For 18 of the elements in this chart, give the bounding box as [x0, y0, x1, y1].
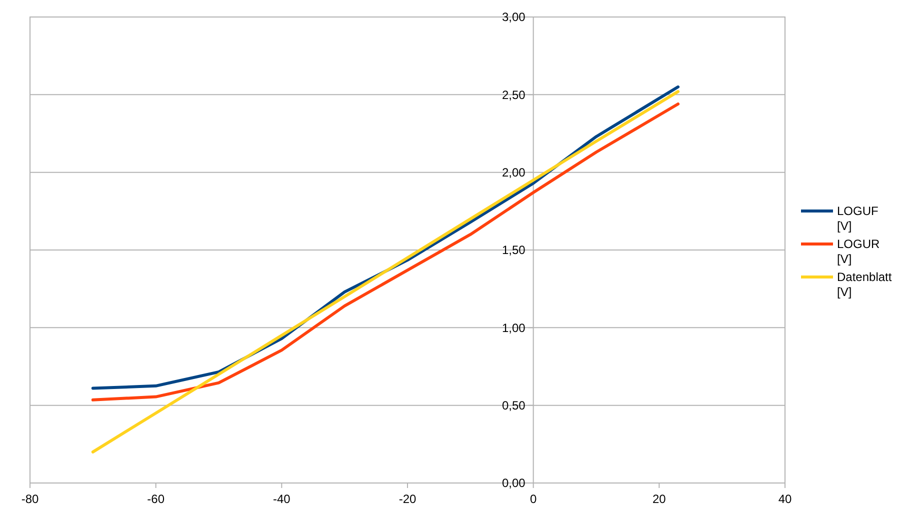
x-tick-label: 20 [652, 492, 666, 506]
x-tick-label: -80 [21, 492, 39, 506]
x-tick-label: -40 [272, 492, 291, 506]
legend-label: LOGUR [V] [837, 237, 880, 266]
x-tick-label: 40 [778, 492, 792, 506]
line-series [91, 90, 680, 454]
y-tick-label: 1,50 [502, 243, 526, 258]
x-tick-label: -20 [398, 492, 416, 506]
legend-label: LOGUF [V] [837, 204, 878, 233]
y-tick-label: 2,50 [502, 88, 526, 102]
y-tick-label: 0,00 [502, 476, 526, 490]
x-tick-label: -60 [147, 492, 165, 506]
y-tick-label: 2,00 [502, 166, 526, 180]
x-tick-label: 0 [530, 492, 537, 506]
y-tick-label: 3,00 [502, 10, 526, 24]
y-tick-label: 1,00 [502, 320, 526, 335]
legend-label: Datenblatt [V] [837, 270, 892, 299]
y-tick-label: 0,50 [502, 398, 526, 413]
